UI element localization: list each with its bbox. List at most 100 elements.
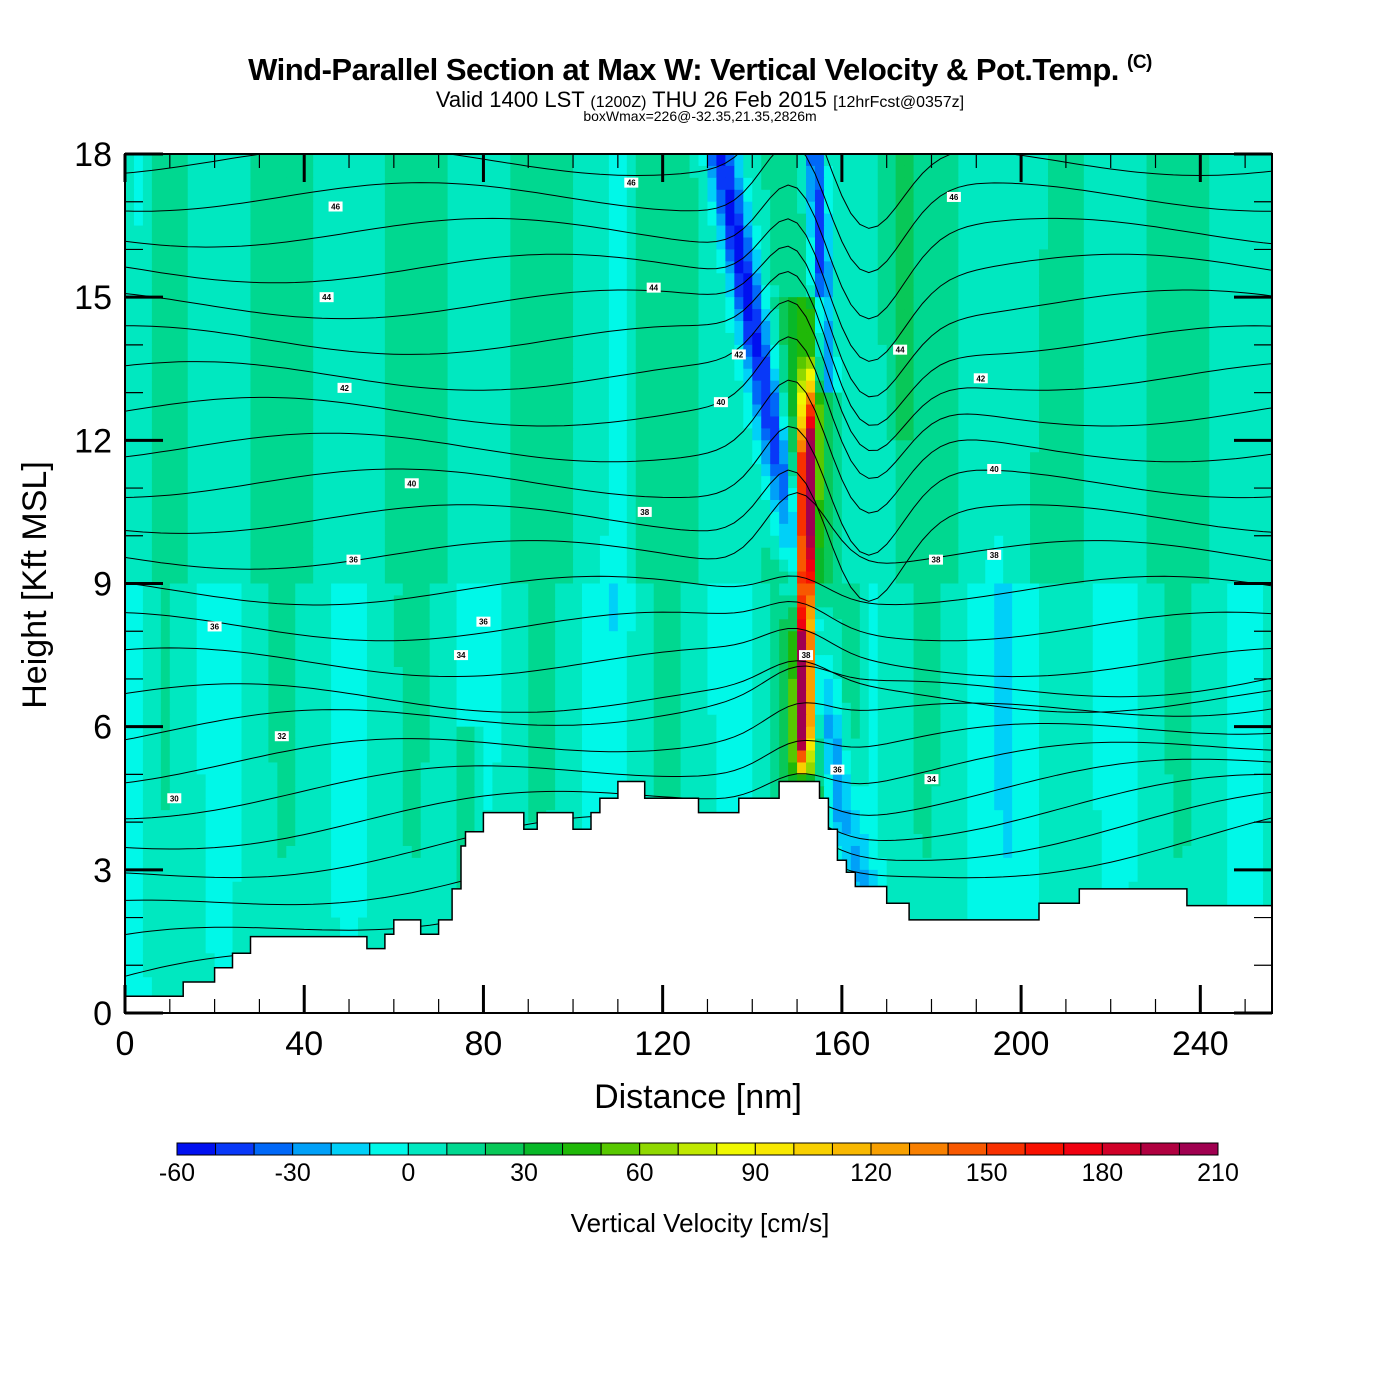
field-cell <box>277 607 287 620</box>
field-cell <box>582 332 592 346</box>
field-cell <box>922 440 933 453</box>
field-cell <box>788 571 798 585</box>
field-cell <box>187 380 198 394</box>
field-cell <box>886 511 897 525</box>
field-cell <box>1191 165 1201 179</box>
field-cell <box>940 213 951 227</box>
field-cell <box>232 583 243 597</box>
field-cell <box>160 177 171 191</box>
field-cell <box>626 595 637 608</box>
field-cell <box>922 499 933 513</box>
field-cell <box>832 285 843 298</box>
field-cell <box>582 416 592 429</box>
field-cell <box>850 523 861 537</box>
field-cell <box>420 177 431 191</box>
field-cell <box>375 404 386 418</box>
field-cell <box>662 321 673 334</box>
field-cell <box>761 165 771 179</box>
field-cell <box>322 201 332 215</box>
field-cell <box>814 499 825 513</box>
field-cell <box>1146 476 1157 489</box>
field-cell <box>814 535 825 549</box>
field-cell <box>770 321 780 334</box>
field-cell <box>357 571 368 585</box>
field-cell <box>555 392 565 406</box>
field-cell <box>241 595 252 608</box>
field-cell <box>886 416 897 429</box>
field-cell <box>590 416 601 429</box>
field-cell <box>886 237 897 251</box>
field-cell <box>483 547 493 561</box>
field-cell <box>1146 428 1157 441</box>
field-cell <box>832 249 843 262</box>
field-cell <box>608 225 619 239</box>
field-cell <box>133 321 144 334</box>
field-cell <box>680 213 691 227</box>
field-cell <box>788 273 798 286</box>
field-cell <box>259 404 269 418</box>
field-cell <box>859 476 870 489</box>
field-cell <box>653 488 664 501</box>
field-cell <box>698 440 709 453</box>
field-cell <box>635 261 646 274</box>
field-cell <box>295 571 305 585</box>
field-cell <box>268 273 278 286</box>
field-cell <box>1030 237 1040 251</box>
field-cell <box>832 452 843 465</box>
chart-subtitle: Valid 1400 LST (1200Z) THU 26 Feb 2015 [… <box>0 87 1400 113</box>
field-cell <box>725 583 735 597</box>
field-cell <box>187 249 198 262</box>
field-cell <box>1200 452 1210 465</box>
field-cell <box>501 201 511 215</box>
field-cell <box>205 213 216 227</box>
field-cell <box>1074 511 1085 525</box>
field-cell <box>985 476 995 489</box>
field-cell <box>537 285 547 298</box>
field-cell <box>322 404 332 418</box>
field-cell <box>958 297 968 310</box>
field-cell <box>528 380 538 394</box>
field-cell <box>1191 321 1201 334</box>
field-cell <box>1173 404 1183 418</box>
field-cell <box>528 273 538 286</box>
field-cell <box>1092 165 1103 179</box>
field-cell <box>868 154 879 167</box>
field-cell <box>886 559 897 573</box>
field-cell <box>976 213 986 227</box>
field-cell <box>564 165 574 179</box>
field-cell <box>286 201 296 215</box>
field-cell <box>994 237 1004 251</box>
field-cell <box>340 499 350 513</box>
field-cell <box>492 154 502 167</box>
field-cell <box>331 321 341 334</box>
field-cell <box>322 177 332 191</box>
field-cell <box>698 154 709 167</box>
field-cell <box>1003 523 1013 537</box>
field-cell <box>707 428 718 441</box>
field-cell <box>626 452 637 465</box>
field-cell <box>1047 213 1058 227</box>
field-cell <box>375 380 386 394</box>
field-cell <box>564 452 574 465</box>
field-cell <box>322 559 332 573</box>
field-cell <box>286 237 296 251</box>
field-cell <box>1263 392 1272 406</box>
field-cell <box>1003 356 1013 370</box>
field-cell <box>546 285 556 298</box>
field-cell <box>779 452 789 465</box>
field-cell <box>1164 189 1175 203</box>
field-cell <box>1047 571 1058 585</box>
field-cell <box>1137 261 1148 274</box>
field-cell <box>788 380 798 394</box>
field-cell <box>886 368 897 382</box>
field-cell <box>187 595 198 608</box>
field-cell <box>169 428 180 441</box>
field-cell <box>582 464 592 477</box>
field-cell <box>214 476 225 489</box>
field-cell <box>1164 261 1175 274</box>
field-cell <box>223 595 234 608</box>
field-cell <box>671 595 682 608</box>
field-cell <box>1227 356 1237 370</box>
field-cell <box>1236 404 1246 418</box>
field-cell <box>841 476 852 489</box>
